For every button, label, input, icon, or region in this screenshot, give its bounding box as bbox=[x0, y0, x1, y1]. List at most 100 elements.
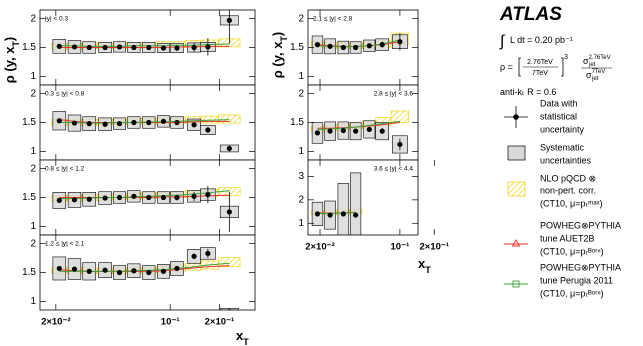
y-tick-label: 1 bbox=[30, 71, 36, 82]
y-tick-label: 1.5 bbox=[22, 267, 36, 278]
powheg-line bbox=[59, 190, 230, 200]
y-tick-label: 1 bbox=[298, 146, 304, 157]
legend-symbol bbox=[513, 114, 519, 120]
data-point bbox=[191, 122, 197, 128]
data-point bbox=[160, 118, 167, 124]
legend-text: tune AUET2B bbox=[540, 233, 595, 243]
data-point bbox=[116, 44, 123, 50]
x-tick-label: 2×10⁻² bbox=[305, 242, 335, 253]
data-point bbox=[102, 121, 108, 127]
data-point bbox=[102, 44, 108, 51]
data-point bbox=[56, 118, 62, 124]
legend-symbol bbox=[507, 145, 526, 161]
y-tick-label: 1 bbox=[30, 146, 36, 157]
panel bbox=[51, 10, 241, 56]
data-point bbox=[174, 45, 180, 51]
x-axis-title: xT bbox=[236, 328, 249, 346]
data-point bbox=[71, 197, 78, 203]
ratio-denominator: 7TeV bbox=[532, 70, 548, 77]
y-axis-title-end: ) bbox=[270, 32, 285, 36]
data-point bbox=[205, 250, 211, 257]
y-tick-label: 2 bbox=[30, 238, 36, 249]
legend-text: Systematic bbox=[540, 142, 585, 152]
legend-text: uncertainties bbox=[540, 155, 592, 165]
legend-text: uncertainty bbox=[540, 124, 585, 134]
y-axis-title-main: ρ (y, x bbox=[2, 46, 17, 83]
data-point bbox=[56, 197, 62, 203]
data-point bbox=[226, 145, 232, 152]
data-point bbox=[174, 119, 180, 126]
data-point bbox=[174, 194, 180, 201]
x-axis-title-main: x bbox=[418, 256, 426, 271]
ratio-power: 3 bbox=[564, 54, 568, 61]
data-point bbox=[226, 209, 232, 215]
data-point bbox=[102, 267, 108, 273]
legend-text: Data with bbox=[540, 98, 578, 108]
data-point bbox=[191, 253, 197, 259]
y-axis-title: ρ (y, xT) bbox=[270, 32, 289, 79]
data-point bbox=[340, 127, 346, 134]
jet-algorithm: anti-kₜ R = 0.6 bbox=[500, 87, 556, 97]
legend-text: non-pert. corr. bbox=[540, 185, 596, 195]
sigma-sup: 7TeV bbox=[592, 69, 606, 75]
legend-symbol bbox=[507, 181, 526, 197]
data-point bbox=[314, 130, 321, 136]
y-tick-label: 2 bbox=[298, 88, 304, 99]
panel bbox=[51, 247, 241, 310]
data-point bbox=[160, 45, 167, 51]
nlo-band bbox=[218, 114, 241, 124]
powheg-line bbox=[317, 212, 356, 214]
data-point bbox=[205, 192, 211, 198]
data-point bbox=[205, 127, 211, 133]
y-axis-title-end: ) bbox=[2, 37, 17, 41]
y-tick-label: 1.5 bbox=[22, 42, 36, 53]
data-point bbox=[160, 194, 167, 201]
panel-label: 0.3 ≤ |y| < 0.8 bbox=[45, 91, 85, 98]
y-tick-label: 1.5 bbox=[290, 42, 304, 53]
y-tick-label: 1.5 bbox=[290, 117, 304, 128]
panel bbox=[51, 185, 241, 233]
sigma: σ bbox=[586, 70, 592, 80]
integral-sign: ∫ bbox=[499, 33, 506, 50]
sigma-sup: 2.76TeV bbox=[589, 55, 611, 61]
y-tick-label: 2 bbox=[30, 163, 36, 174]
ratio-numerator: 2.76TeV bbox=[527, 59, 553, 66]
data-point bbox=[205, 44, 211, 50]
data-point bbox=[146, 194, 152, 201]
x-tick-label: 10⁻¹ bbox=[391, 242, 410, 253]
data-point bbox=[131, 44, 137, 51]
legend-text: POWHEG⊗PYTHIA bbox=[540, 220, 621, 230]
x-tick-label: 2×10⁻² bbox=[41, 317, 71, 328]
data-point bbox=[191, 193, 197, 199]
rho-label: ρ = bbox=[500, 62, 513, 72]
y-tick-label: 2 bbox=[298, 13, 304, 24]
x-axis-title-sub: T bbox=[243, 337, 249, 346]
x-axis-title-main: x bbox=[236, 328, 244, 343]
y-tick-label: 3 bbox=[298, 171, 304, 182]
x-axis-title-sub: T bbox=[425, 265, 431, 275]
y-tick-label: 1 bbox=[298, 218, 304, 229]
data-point bbox=[102, 195, 108, 201]
sigma-sub: jet bbox=[588, 62, 596, 68]
nlo-band bbox=[218, 257, 241, 268]
data-point bbox=[340, 211, 346, 217]
data-point bbox=[353, 212, 359, 218]
sigma-denominator: σ7TeV bbox=[586, 69, 605, 80]
data-point bbox=[131, 193, 137, 199]
y-tick-label: 1.5 bbox=[22, 117, 36, 128]
data-point bbox=[116, 269, 123, 276]
y-tick-label: 2 bbox=[30, 13, 36, 24]
data-point bbox=[86, 268, 92, 274]
legend-text: (CT10, μ=pₜᴮᵒʳⁿ) bbox=[540, 288, 604, 298]
data-point bbox=[379, 42, 385, 48]
data-point bbox=[56, 43, 62, 49]
data-point bbox=[327, 212, 333, 218]
data-point bbox=[366, 43, 372, 49]
data-point bbox=[314, 211, 321, 217]
panel-frame bbox=[307, 159, 419, 236]
data-point bbox=[86, 121, 92, 127]
data-point bbox=[71, 266, 78, 272]
sigma-numerator: σ2.76TeV bbox=[583, 55, 611, 66]
